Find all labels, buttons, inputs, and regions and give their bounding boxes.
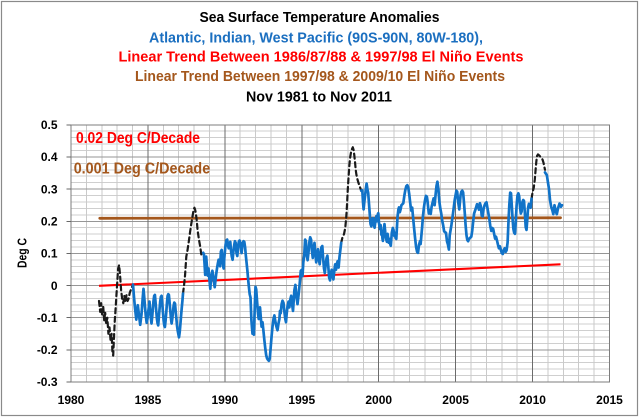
svg-text:Atlantic, Indian, West Pacific: Atlantic, Indian, West Pacific (90S-90N,…	[149, 29, 483, 46]
svg-text:1985: 1985	[135, 393, 162, 407]
svg-text:0.1: 0.1	[41, 247, 58, 261]
svg-text:Deg C: Deg C	[16, 238, 30, 268]
svg-text:Sea Surface Temperature Anomal: Sea Surface Temperature Anomalies	[200, 9, 440, 26]
svg-text:-0.2: -0.2	[37, 343, 58, 357]
svg-text:-0.1: -0.1	[37, 311, 58, 325]
svg-text:-0.3: -0.3	[37, 375, 58, 389]
svg-text:0: 0	[51, 279, 58, 293]
svg-text:1980: 1980	[58, 393, 85, 407]
svg-text:2005: 2005	[442, 393, 469, 407]
svg-text:1995: 1995	[288, 393, 315, 407]
svg-text:0.3: 0.3	[41, 182, 58, 196]
svg-text:2000: 2000	[365, 393, 392, 407]
svg-text:0.001 Deg C/Decade: 0.001 Deg C/Decade	[74, 161, 211, 178]
svg-text:2015: 2015	[596, 393, 623, 407]
svg-text:2010: 2010	[519, 393, 546, 407]
svg-text:Nov 1981 to Nov 2011: Nov 1981 to Nov 2011	[246, 89, 392, 106]
svg-text:Linear Trend Between 1997/98 &: Linear Trend Between 1997/98 & 2009/10 E…	[135, 68, 505, 85]
svg-text:1990: 1990	[212, 393, 239, 407]
svg-text:0.02 Deg C/Decade: 0.02 Deg C/Decade	[76, 130, 200, 147]
svg-text:Linear Trend Between 1986/87/8: Linear Trend Between 1986/87/88 & 1997/9…	[119, 49, 524, 66]
svg-text:0.4: 0.4	[41, 150, 58, 164]
svg-text:0.5: 0.5	[41, 118, 58, 132]
svg-text:0.2: 0.2	[41, 214, 58, 228]
